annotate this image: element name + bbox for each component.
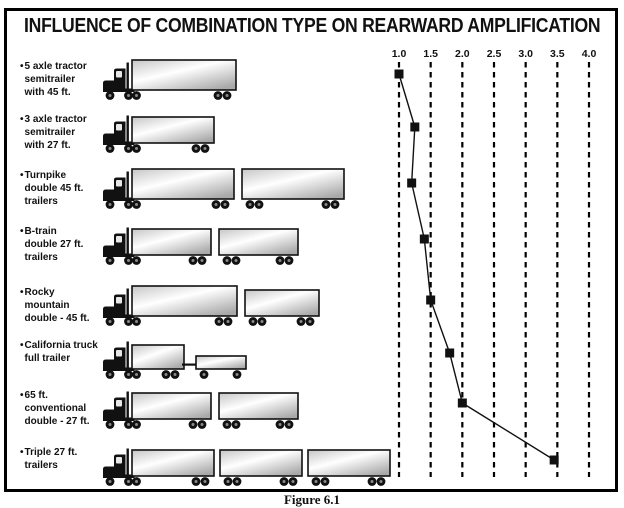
combination-label: • 65 ft. conventional double - 27 ft. [20, 389, 106, 428]
svg-text:1.0: 1.0 [392, 48, 407, 60]
bullet-icon: • [20, 340, 24, 351]
truck-illustration-65ft-double [102, 385, 301, 433]
figure-caption: Figure 6.1 [283, 492, 341, 507]
truck-illustration-b-train [102, 221, 301, 269]
combination-label-text: California truck full trailer [24, 340, 98, 364]
truck-illustration-rocky-mountain [102, 282, 322, 330]
combination-row-2: • 3 axle tractor semitrailer with 27 ft. [0, 109, 624, 163]
combination-label: • Triple 27 ft. trailers [20, 446, 106, 472]
combination-label-text: 3 axle tractor semitrailer with 27 ft. [24, 114, 87, 151]
combination-label-text: Triple 27 ft. trailers [24, 447, 78, 471]
combination-label-text: 65 ft. conventional double - 27 ft. [24, 390, 90, 427]
bullet-icon: • [20, 447, 24, 458]
combination-label-text: B-train double 27 ft. trailers [24, 226, 84, 263]
combination-label: • 3 axle tractor semitrailer with 27 ft. [20, 113, 106, 152]
svg-text:4.0: 4.0 [582, 48, 597, 60]
combination-label: • Turnpike double 45 ft. trailers [20, 169, 106, 208]
combination-row-4: • B-train double 27 ft. trailers [0, 221, 624, 275]
truck-illustration-turnpike-double [102, 165, 347, 213]
svg-text:2.0: 2.0 [455, 48, 470, 60]
combination-row-7: • 65 ft. conventional double - 27 ft. [0, 385, 624, 439]
combination-row-5: • Rocky mountain double - 45 ft. [0, 282, 624, 336]
truck-illustration-semitrailer-27ft [102, 109, 217, 157]
combination-row-6: • California truck full trailer [0, 335, 624, 389]
truck-illustration-triple [102, 442, 393, 490]
bullet-icon: • [20, 390, 24, 401]
combination-label: • B-train double 27 ft. trailers [20, 225, 106, 264]
bullet-icon: • [20, 287, 24, 298]
combination-row-3: • Turnpike double 45 ft. trailers [0, 165, 624, 219]
combination-label-text: Rocky mountain double - 45 ft. [24, 287, 90, 324]
truck-illustration-california-full-trailer [102, 335, 249, 383]
combination-label-text: Turnpike double 45 ft. trailers [24, 170, 84, 207]
combination-label: • Rocky mountain double - 45 ft. [20, 286, 106, 325]
svg-text:1.5: 1.5 [423, 48, 438, 60]
svg-text:2.5: 2.5 [487, 48, 502, 60]
figure-title: INFLUENCE OF COMBINATION TYPE ON REARWAR… [24, 15, 601, 37]
bullet-icon: • [20, 170, 24, 181]
combination-row-8: • Triple 27 ft. trailers [0, 442, 624, 496]
combination-label-text: 5 axle tractor semitrailer with 45 ft. [24, 61, 87, 98]
combination-label: • 5 axle tractor semitrailer with 45 ft. [20, 60, 106, 99]
truck-illustration-semitrailer-45ft [102, 56, 239, 104]
bullet-icon: • [20, 114, 24, 125]
svg-text:3.5: 3.5 [550, 48, 565, 60]
combination-label: • California truck full trailer [20, 339, 106, 365]
combination-row-1: • 5 axle tractor semitrailer with 45 ft. [0, 56, 624, 110]
bullet-icon: • [20, 226, 24, 237]
bullet-icon: • [20, 61, 24, 72]
svg-text:3.0: 3.0 [518, 48, 533, 60]
